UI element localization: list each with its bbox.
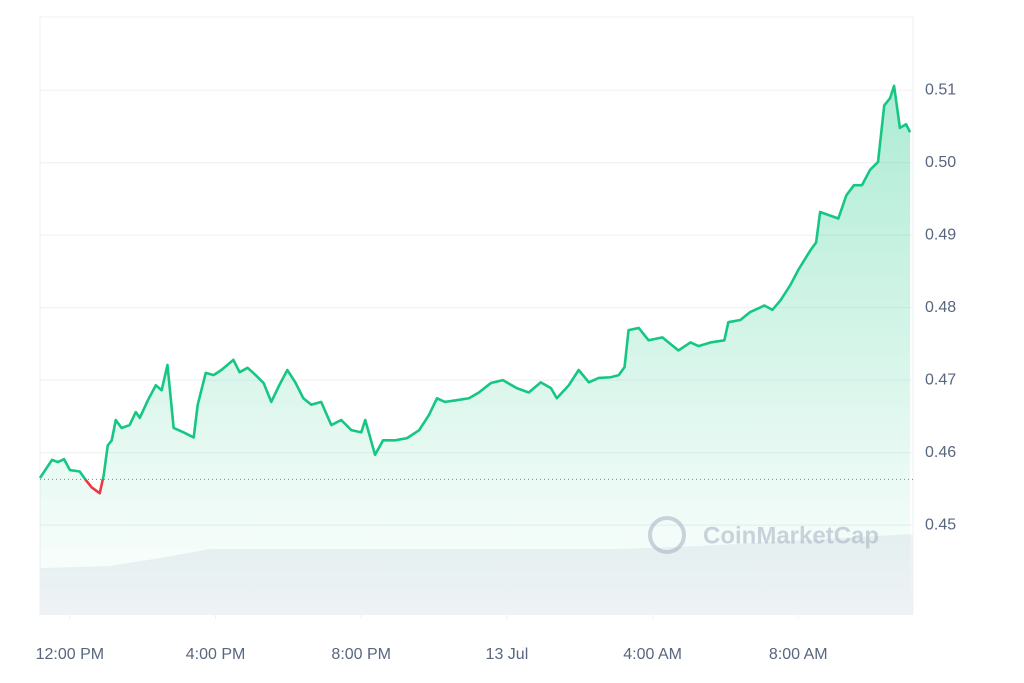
y-tick-label: 0.51 <box>925 81 956 98</box>
x-tick-label: 12:00 PM <box>36 646 104 663</box>
x-tick-label: 4:00 AM <box>623 646 682 663</box>
price-area <box>40 85 911 616</box>
x-tick-label: 8:00 PM <box>331 646 391 663</box>
x-tick-label: 4:00 PM <box>186 646 246 663</box>
y-tick-label: 0.48 <box>925 299 956 316</box>
y-tick-label: 0.46 <box>925 444 956 461</box>
x-tick-label: 8:00 AM <box>769 646 828 663</box>
y-tick-label: 0.50 <box>925 154 956 171</box>
watermark-text: CoinMarketCap <box>703 522 879 549</box>
price-line <box>38 84 912 495</box>
y-tick-label: 0.49 <box>925 226 956 243</box>
x-tick-label: 13 Jul <box>486 646 529 663</box>
y-tick-label: 0.47 <box>925 371 956 388</box>
y-tick-label: 0.45 <box>925 516 956 533</box>
watermark: CoinMarketCap <box>648 516 879 554</box>
watermark-logo <box>648 516 686 554</box>
